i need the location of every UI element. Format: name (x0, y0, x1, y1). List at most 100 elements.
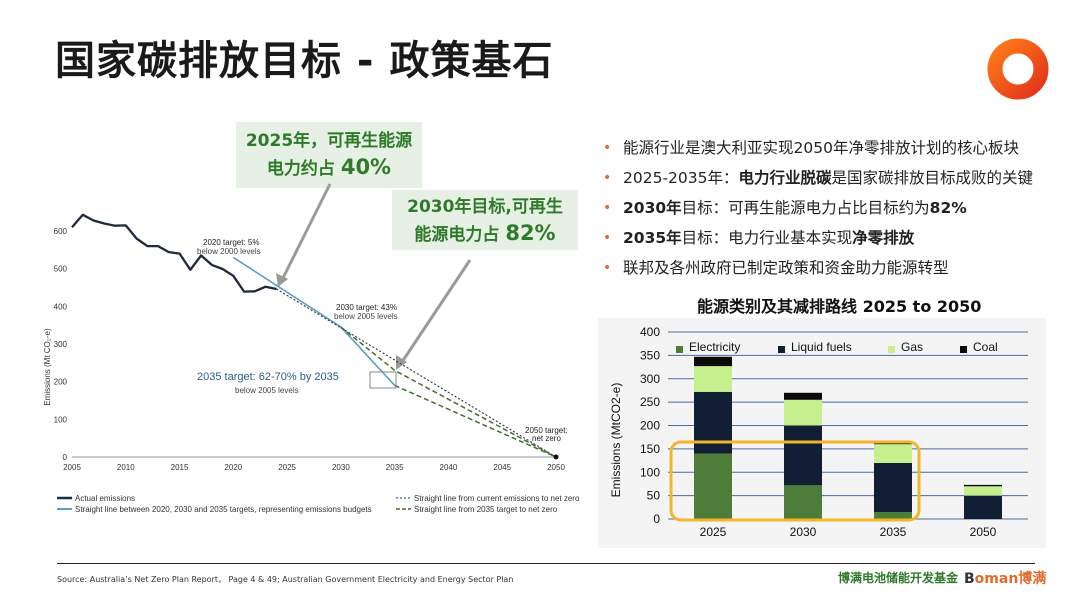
bar-segment-coal (784, 392, 822, 400)
bar-segment-liquid-fuels (694, 391, 732, 454)
annotation-2020-line2: below 2000 levels (197, 247, 261, 256)
footer-logo-text: oman博满 (974, 571, 1047, 587)
bullet-bold: 电力行业脱碳 (738, 169, 832, 187)
y-axis-label: Emissions (Mt CO₂-e) (43, 328, 52, 406)
x-tick-label: 2020 (224, 463, 242, 472)
callout-2030-arrowhead (396, 355, 407, 370)
bullet-text: 目标：电力行业基本实现 (681, 229, 853, 247)
bullet-text: 联邦及各州政府已制定政策和资金助力能源转型 (623, 259, 949, 277)
bar-segment-liquid-fuels (784, 425, 822, 486)
x-tick-label: 2040 (440, 463, 458, 472)
y-tick-label: 600 (54, 227, 68, 236)
callout-2025-line2: 电力约占 40% (236, 154, 422, 182)
callout-2030-text: 能源电力占 (414, 225, 506, 245)
bullet-text: 是国家碳排放目标成败的关键 (831, 169, 1034, 187)
bar-y-tick-label: 400 (640, 325, 660, 339)
footer-logo-letter: B (964, 571, 975, 587)
page-title: 国家碳排放目标 - 政策基石 (55, 38, 554, 84)
legend-label: Coal (973, 340, 998, 354)
bullet-bold: 82% (929, 199, 967, 217)
legend-label-actual: Actual emissions (75, 494, 135, 503)
bar-y-tick-label: 200 (640, 419, 660, 433)
bar-y-tick-label: 150 (640, 442, 660, 456)
bullet-item: 2030年目标：可再生能源电力占比目标约为82% (603, 193, 1033, 223)
budget-line (232, 256, 396, 386)
bullet-bold: 净零排放 (852, 229, 915, 247)
x-tick-label: 2050 (547, 463, 565, 472)
bullet-item: 能源行业是澳大利亚实现2050年净零排放计划的核心板块 (603, 133, 1033, 163)
bullet-text: 能源行业是澳大利亚实现2050年净零排放计划的核心板块 (623, 139, 1019, 157)
legend-label-current: Straight line from current emissions to … (414, 494, 580, 503)
annotation-2050-line1: 2050 target: (525, 426, 568, 435)
callout-2030-line1: 2030年目标,可再生 (407, 197, 563, 217)
annotation-2020-line1: 2020 target: 5% (203, 238, 259, 247)
y-tick-label: 400 (54, 302, 68, 311)
bar-segment-coal (964, 484, 1002, 487)
callout-2025-value: 40% (340, 155, 392, 179)
y-tick-label: 300 (54, 340, 68, 349)
bar-y-tick-label: 100 (640, 465, 660, 479)
bar-segment-gas (784, 399, 822, 426)
legend-label-budget: Straight line between 2020, 2030 and 203… (75, 505, 372, 514)
bullet-text: 目标：可再生能源电力占比目标约为 (681, 199, 930, 217)
bar-y-axis-label: Emissions (MtCO2-e) (609, 383, 623, 498)
annotation-2035-line2: below 2005 levels (235, 386, 299, 395)
bar-x-tick-label: 2030 (790, 525, 817, 539)
annotation-2030-line2: below 2005 levels (334, 312, 398, 321)
callout-2025-arrowhead (276, 273, 288, 287)
bar-x-tick-label: 2050 (970, 525, 997, 539)
legend-swatch (960, 346, 967, 353)
callout-2030-line2: 能源电力占 82% (392, 220, 578, 248)
electricity-highlight-box (669, 440, 921, 522)
legend-swatch (888, 346, 895, 353)
emissions-bar-chart: 0 50 100 150 200 250 300 350 400 2025 2030 2035 205… (598, 318, 1046, 548)
legend-label: Electricity (689, 340, 740, 354)
key-points-list: 能源行业是澳大利亚实现2050年净零排放计划的核心板块 2025-2035年：电… (603, 133, 1033, 283)
y-tick-label: 200 (54, 378, 68, 387)
bullet-item: 2025-2035年：电力行业脱碳是国家碳排放目标成败的关键 (603, 163, 1033, 193)
callout-2025-arrow (280, 183, 332, 281)
annotation-2050-line2: net zero (532, 434, 561, 443)
brand-ring-logo (987, 38, 1049, 100)
bar-x-tick-label: 2035 (880, 525, 907, 539)
net-zero-point (553, 454, 559, 460)
actual-emissions-line (71, 213, 277, 293)
bar-segment-gas (874, 444, 912, 463)
legend-label: Gas (901, 340, 923, 354)
x-tick-label: 2030 (332, 463, 350, 472)
bullet-item: 2035年目标：电力行业基本实现净零排放 (603, 223, 1033, 253)
bar-y-tick-label: 50 (647, 489, 661, 503)
legend-swatch (778, 346, 785, 353)
bar-segment-gas (964, 486, 1002, 496)
footer-fund-name: 博满电池储能开发基金 (838, 571, 959, 585)
bar-segment-electricity (874, 511, 912, 519)
bullet-text: 2025-2035年： (623, 169, 739, 187)
source-note: Source: Australia’s Net Zero Plan Report… (57, 575, 514, 584)
bullet-item: 联邦及各州政府已制定政策和资金助力能源转型 (603, 253, 1033, 283)
callout-2025-text: 电力约占 (266, 159, 341, 179)
bar-y-tick-label: 350 (640, 348, 660, 362)
emissions-line-chart: 2005 2010 2015 2020 2025 2030 2035 2040 2045 2050… (43, 183, 580, 514)
annotation-2030-line1: 2030 target: 43% (336, 303, 397, 312)
x-tick-label: 2045 (493, 463, 511, 472)
callout-2030: 2030年目标,可再生 能源电力占 82% (392, 190, 578, 250)
callout-2030-arrow (400, 259, 472, 363)
bar-y-tick-label: 0 (653, 512, 660, 526)
bar-chart-title: 能源类别及其减排路线 2025 to 2050 (697, 297, 982, 316)
annotation-2035-line1: 2035 target: 62-70% by 2035 (197, 371, 339, 383)
bullet-bold: 2035年 (623, 229, 682, 247)
legend-swatch (676, 346, 683, 353)
x-tick-label: 2035 (386, 463, 404, 472)
x-tick-label: 2005 (63, 463, 81, 472)
y-tick-label: 500 (54, 265, 68, 274)
bracket-2035 (369, 371, 397, 389)
bar-segment-electricity (784, 485, 822, 519)
bar-y-tick-label: 300 (640, 372, 660, 386)
callout-2025-line1: 2025年，可再生能源 (245, 131, 413, 151)
y-tick-label: 0 (63, 453, 68, 462)
x-tick-label: 2015 (171, 463, 189, 472)
2035-to-net-zero-line (394, 384, 557, 458)
footer-divider (57, 563, 1035, 564)
bar-x-tick-label: 2025 (700, 525, 727, 539)
legend-label: Liquid fuels (791, 340, 852, 354)
